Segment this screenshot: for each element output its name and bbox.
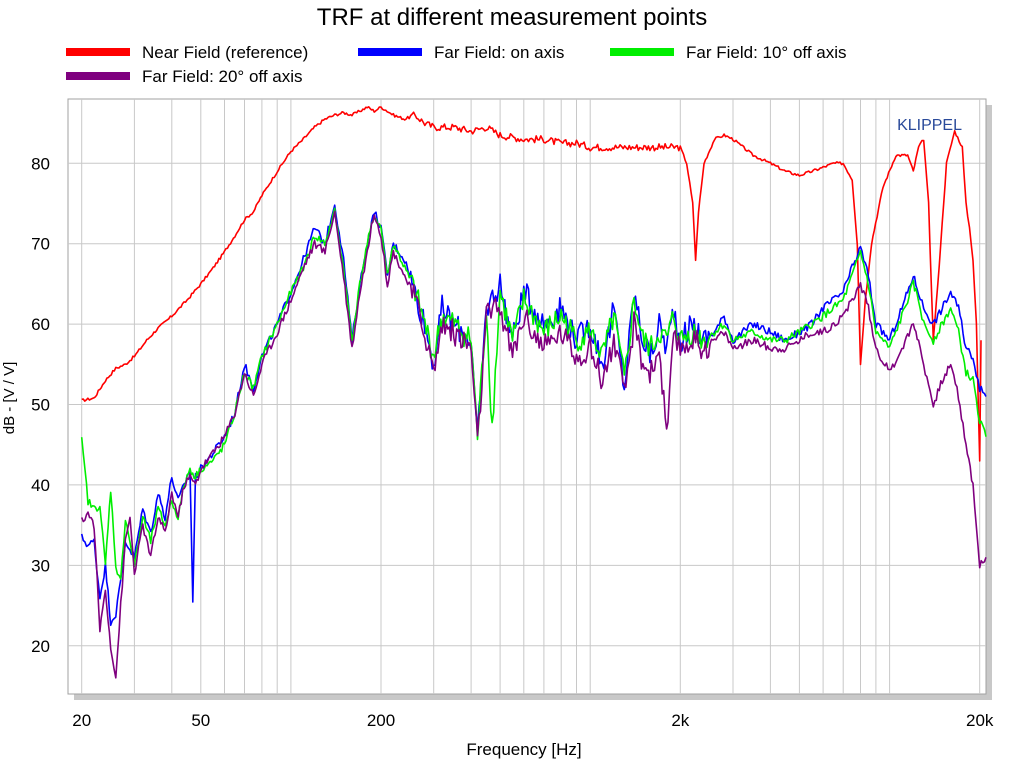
legend-label: Near Field (reference) [142,43,308,62]
series-lines [80,106,987,679]
x-tick-label: 20k [966,711,994,730]
x-axis-ticks: 20 50 200 2k 20k [72,711,994,730]
legend-label: Far Field: 20° off axis [142,67,303,86]
y-tick-label: 50 [31,396,50,415]
plot-area [67,98,987,695]
x-tick-label: 20 [72,711,91,730]
series-line [81,106,982,462]
x-tick-label: 200 [367,711,395,730]
y-tick-label: 70 [31,235,50,254]
x-tick-label: 50 [191,711,210,730]
legend-swatch [66,72,130,80]
y-axis-label: dB - [V / V] [1,362,18,435]
legend-swatch [358,48,422,56]
legend-swatch [610,48,674,56]
legend-label: Far Field: on axis [434,43,564,62]
klippel-watermark: KLIPPEL [897,117,962,134]
legend: Near Field (reference) Far Field: on axis… [66,43,847,86]
y-tick-label: 30 [31,556,50,575]
x-axis-label: Frequency [Hz] [466,740,581,759]
series-line [80,210,987,679]
series-line [80,207,987,580]
y-tick-label: 80 [31,154,50,173]
chart-title: TRF at different measurement points [317,4,707,31]
y-tick-label: 40 [31,476,50,495]
y-axis-ticks: 20 30 40 50 60 70 80 [31,154,50,656]
y-tick-label: 60 [31,315,50,334]
legend-label: Far Field: 10° off axis [686,43,847,62]
y-tick-label: 20 [31,637,50,656]
x-tick-label: 2k [671,711,689,730]
legend-swatch [66,48,130,56]
